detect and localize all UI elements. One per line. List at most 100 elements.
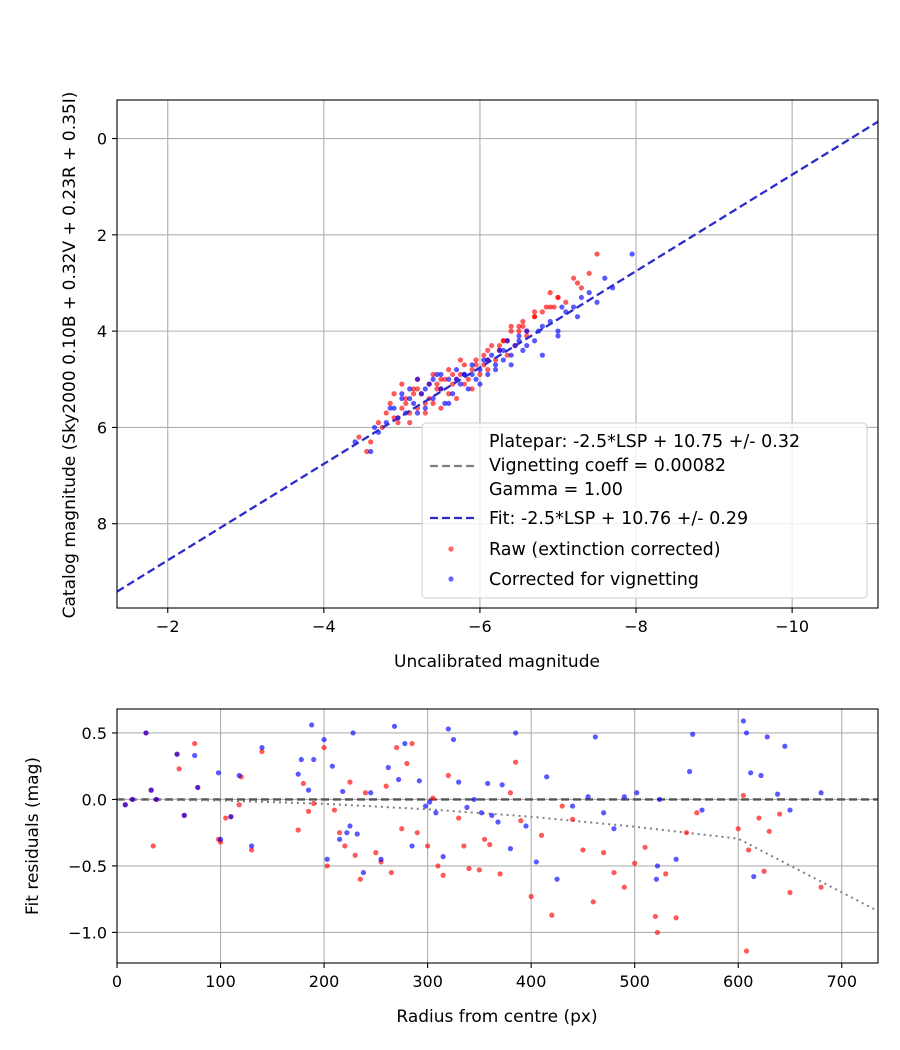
bottom-point-raw — [694, 810, 700, 816]
bottom-point-raw — [321, 744, 327, 751]
bottom-xtick-label: 300 — [412, 972, 443, 991]
top-point-corrected — [524, 342, 530, 349]
bottom-ytick-label: −1.0 — [68, 923, 107, 942]
bottom-point-raw — [818, 884, 824, 890]
bottom-point-corrected — [337, 836, 343, 842]
bottom-ytick-label: 0.5 — [82, 724, 107, 743]
top-point-raw — [594, 251, 600, 257]
top-point-corrected — [438, 371, 444, 378]
top-point-raw — [547, 304, 553, 310]
bottom-point-raw — [192, 740, 198, 747]
bottom-point-raw — [663, 871, 669, 877]
top-point-raw — [446, 391, 452, 397]
top-point-corrected — [450, 391, 456, 397]
top-point-corrected — [629, 251, 635, 257]
bottom-grid — [116, 709, 878, 963]
bottom-point-raw — [743, 948, 750, 954]
bottom-point-raw — [476, 867, 482, 873]
bottom-point-corrected — [350, 730, 356, 736]
bottom-point-raw — [236, 802, 242, 808]
bottom-point-raw — [580, 847, 586, 853]
bottom-point-raw — [430, 795, 436, 801]
legend-platepar-line1: Platepar: -2.5*LSP + 10.75 +/- 0.32 — [489, 432, 800, 452]
bottom-xtick-label: 100 — [205, 972, 236, 991]
bottom-point-corrected — [818, 790, 824, 796]
legend-box — [421, 422, 868, 599]
bottom-point-corrected — [396, 776, 402, 783]
bottom-point-corrected — [499, 782, 505, 788]
legend-platepar-line3: Gamma = 1.00 — [489, 480, 623, 500]
bottom-point-raw — [362, 790, 369, 796]
bottom-point-raw — [787, 889, 793, 896]
top-point-raw — [434, 386, 440, 392]
legend-platepar-line2: Vignetting coeff = 0.00082 — [489, 456, 726, 476]
bottom-point-corrected — [485, 780, 491, 787]
top-point-corrected — [489, 352, 495, 358]
bottom-ytick-label: 0.0 — [82, 790, 107, 809]
bottom-y-axis-label: Fit residuals (mag) — [23, 757, 43, 915]
top-point-corrected — [504, 338, 510, 344]
top-point-corrected — [391, 405, 397, 411]
top-point-raw — [461, 362, 467, 368]
top-point-raw — [438, 376, 444, 382]
bottom-point-corrected — [554, 876, 560, 882]
bottom-point-corrected — [360, 869, 367, 876]
bottom-point-raw — [487, 842, 493, 848]
top-point-corrected — [520, 347, 526, 353]
bottom-point-corrected — [324, 856, 330, 862]
bottom-point-raw — [440, 872, 446, 878]
top-point-corrected — [594, 299, 600, 305]
bottom-point-raw — [176, 766, 182, 772]
bottom-point-raw — [507, 790, 514, 796]
top-point-corrected — [430, 395, 436, 402]
bottom-point-corrected — [402, 740, 408, 747]
bottom-point-corrected — [634, 790, 640, 796]
bottom-xtick-label: 700 — [826, 972, 857, 991]
top-point-corrected — [418, 391, 424, 397]
bottom-point-raw — [399, 826, 405, 832]
bottom-point-raw — [295, 827, 301, 833]
top-point-raw — [457, 371, 464, 378]
bottom-point-raw — [393, 744, 400, 751]
residuals-plot: 0 100 200 300 400 500 600 700 0.5 0.0 −0.5 −1.0 Ra… — [23, 708, 879, 1027]
bottom-point-corrected — [298, 756, 304, 763]
top-point-corrected — [571, 304, 577, 310]
bottom-point-corrected — [391, 723, 398, 729]
bottom-point-raw — [223, 815, 229, 821]
bottom-axes-frame — [116, 708, 879, 964]
top-point-raw — [422, 410, 428, 416]
bottom-point-corrected — [228, 814, 234, 820]
bottom-point-corrected — [686, 768, 693, 775]
top-point-corrected — [469, 362, 475, 368]
bottom-xtick-label: 0 — [112, 972, 122, 991]
legend-raw-label: Raw (extinction corrected) — [489, 540, 721, 560]
top-point-raw — [578, 285, 585, 291]
bottom-point-raw — [756, 815, 762, 821]
top-point-corrected — [371, 424, 378, 431]
bottom-point-raw — [766, 828, 772, 834]
top-point-raw — [473, 362, 479, 368]
top-point-corrected — [438, 386, 444, 392]
bottom-point-corrected — [495, 819, 501, 825]
bottom-point-raw — [642, 844, 648, 850]
bottom-point-raw — [481, 836, 488, 842]
top-point-raw — [469, 367, 475, 373]
bottom-point-corrected — [464, 804, 470, 811]
top-point-corrected — [492, 367, 499, 373]
bottom-point-corrected — [427, 799, 433, 805]
legend-corrected-label: Corrected for vignetting — [489, 570, 699, 590]
bottom-point-raw — [414, 830, 420, 836]
top-point-corrected — [407, 386, 413, 392]
top-point-raw — [364, 448, 370, 455]
bottom-point-corrected — [148, 787, 154, 793]
top-lines — [116, 120, 879, 593]
top-point-raw — [531, 314, 538, 320]
top-point-raw — [489, 342, 495, 349]
top-point-corrected — [453, 367, 460, 373]
top-point-corrected — [387, 405, 393, 411]
legend-corrected-swatch — [448, 576, 454, 582]
top-point-corrected — [539, 352, 545, 358]
bottom-point-corrected — [344, 830, 350, 836]
top-point-corrected — [426, 381, 432, 387]
